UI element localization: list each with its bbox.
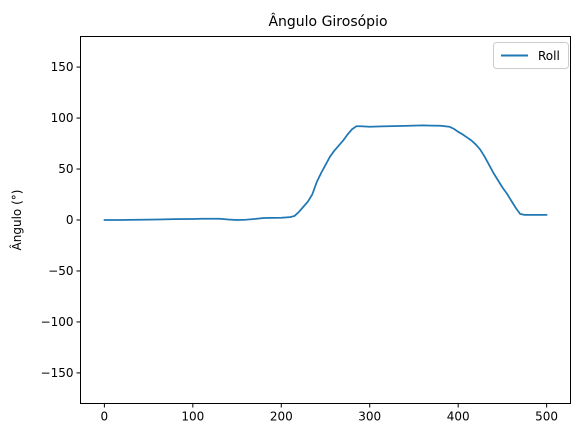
- chart-title: Ângulo Girosópio: [268, 12, 387, 30]
- y-tick-label: −100: [41, 315, 74, 329]
- plot-area: [103, 124, 548, 221]
- axis-ticks: 0 100 200 300 400 500 −150 −100 −50 0 50 100 150: [41, 60, 559, 423]
- y-tick-label: 50: [58, 162, 73, 176]
- axes-frame: [80, 36, 571, 404]
- x-tick-label: 200: [270, 410, 293, 424]
- legend: Roll: [493, 42, 569, 69]
- y-tick-label: −150: [41, 366, 74, 380]
- x-tick-label: 300: [358, 410, 381, 424]
- x-tick-label: 0: [101, 410, 109, 424]
- x-tick-label: 400: [447, 410, 470, 424]
- y-axis-label: Ângulo (°): [9, 190, 24, 251]
- y-tick-label: −50: [48, 264, 73, 278]
- y-tick-label: 0: [66, 213, 74, 227]
- x-tick-label: 100: [181, 410, 204, 424]
- legend-box: [493, 42, 569, 69]
- y-tick-label: 150: [51, 60, 74, 74]
- x-tick-label: 500: [535, 410, 558, 424]
- series-line-roll: [103, 124, 548, 221]
- y-tick-label: 100: [51, 111, 74, 125]
- legend-label-roll: Roll: [538, 49, 560, 63]
